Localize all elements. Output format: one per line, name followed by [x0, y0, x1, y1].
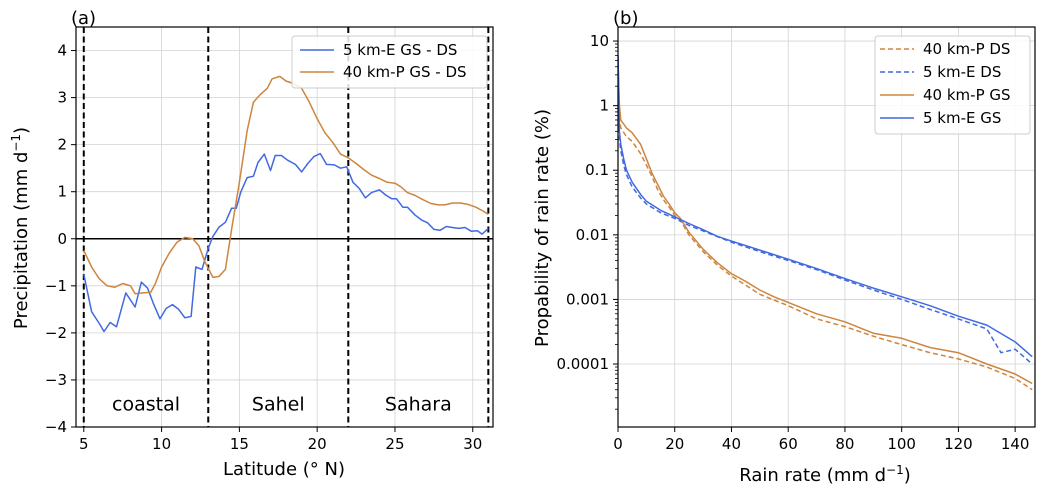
- a-x-tick-label: 5: [79, 435, 89, 453]
- b-y-tick-label: 0.1: [585, 161, 609, 179]
- a-y-tick-label: −2: [45, 324, 67, 342]
- a-series-group: [83, 75, 489, 333]
- b-series-line-2: [618, 60, 1033, 385]
- a-y-tick-label: 2: [57, 136, 67, 154]
- a-y-tick-label: −4: [45, 418, 67, 436]
- b-series-line-3: [618, 55, 1033, 358]
- b-x-tick-label: 0: [613, 435, 623, 453]
- a-y-tick-label: −1: [45, 277, 67, 295]
- b-series-line-0: [618, 60, 1033, 391]
- a-series-line-1: [83, 75, 489, 295]
- a-region-dividers: [82, 27, 490, 427]
- a-legend: 5 km-E GS - DS 40 km-P GS - DS: [291, 35, 488, 89]
- panel-b: 0 20 40 60 80 100 120 140 10 1 0.1 0.01 0.001 0.0001…: [532, 8, 1036, 486]
- b-y-tick-label: 0.0001: [557, 355, 610, 373]
- a-y-ticks: −4 −3 −2 −1 0 1 2 3 4: [45, 42, 76, 436]
- b-y-tick-label: 0.001: [566, 290, 609, 308]
- a-y-axis-label-sup: −1: [9, 134, 23, 152]
- b-legend-label: 5 km-E DS: [923, 63, 1001, 81]
- b-x-axis-label-sup: −1: [886, 463, 904, 477]
- b-x-tick-label: 120: [944, 435, 973, 453]
- a-region-labels: coastal Sahel Sahara: [112, 393, 452, 415]
- a-y-tick-label: 3: [57, 89, 67, 107]
- a-axes-frame: [75, 26, 494, 428]
- b-y-tick-label: 10: [590, 32, 609, 50]
- b-axes-frame: [617, 26, 1036, 428]
- b-x-ticks: 0 20 40 60 80 100 120 140: [613, 427, 1029, 453]
- b-legend-label: 5 km-E GS: [923, 109, 1001, 127]
- a-x-tick-label: 10: [152, 435, 171, 453]
- a-y-tick-label: −3: [45, 371, 67, 389]
- a-region-label: Sahara: [385, 393, 452, 415]
- b-x-tick-label: 80: [835, 435, 854, 453]
- b-x-tick-label: 100: [887, 435, 916, 453]
- b-y-axis-label: Propability of rain rate (%): [532, 109, 553, 347]
- b-series-line-1: [618, 55, 1033, 365]
- a-x-ticks: 5 10 15 20 25 30: [79, 427, 482, 453]
- b-x-tick-label: 60: [779, 435, 798, 453]
- b-y-tick-label: 0.01: [576, 226, 609, 244]
- b-x-axis-label-end: ): [904, 465, 911, 486]
- b-x-axis-label: Rain rate (mm d−1): [739, 463, 911, 486]
- a-x-tick-label: 30: [463, 435, 482, 453]
- a-legend-box: [291, 35, 488, 89]
- b-panel-label: (b): [613, 8, 638, 29]
- b-series-group: [618, 55, 1033, 391]
- a-y-tick-label: 0: [57, 230, 67, 248]
- a-panel-label: (a): [71, 8, 96, 29]
- a-y-tick-label: 4: [57, 42, 67, 60]
- a-region-label: Sahel: [252, 393, 305, 415]
- b-legend-box: [874, 35, 1031, 135]
- a-region-label: coastal: [112, 393, 180, 415]
- b-x-tick-label: 40: [722, 435, 741, 453]
- b-x-tick-label: 20: [665, 435, 684, 453]
- b-legend: 40 km-P DS 5 km-E DS 40 km-P GS 5 km-E GS: [874, 35, 1031, 135]
- b-x-axis-label-main: Rain rate (mm d: [739, 465, 886, 486]
- b-x-tick-label: 140: [1001, 435, 1030, 453]
- b-legend-label: 40 km-P GS: [923, 86, 1011, 104]
- a-y-axis-label-main: Precipitation (mm d: [11, 152, 32, 329]
- a-x-tick-label: 25: [385, 435, 404, 453]
- panel-a: coastal Sahel Sahara 5 10 15 20 25 30 −4 −3 −2 −1 0…: [9, 8, 494, 480]
- a-y-tick-label: 1: [57, 183, 67, 201]
- b-y-ticks: 10 1 0.1 0.01 0.001 0.0001: [557, 32, 618, 410]
- a-y-axis-label: Precipitation (mm d−1): [9, 127, 32, 329]
- a-x-tick-label: 20: [308, 435, 327, 453]
- a-x-axis-label: Latitude (° N): [223, 459, 345, 480]
- b-y-tick-label: 1: [599, 97, 609, 115]
- a-y-axis-label-end: ): [11, 127, 32, 134]
- a-series-line-0: [83, 152, 489, 333]
- a-x-tick-label: 15: [230, 435, 249, 453]
- a-legend-label: 5 km-E GS - DS: [343, 41, 457, 59]
- a-legend-label: 40 km-P GS - DS: [343, 63, 467, 81]
- b-legend-label: 40 km-P DS: [923, 40, 1010, 58]
